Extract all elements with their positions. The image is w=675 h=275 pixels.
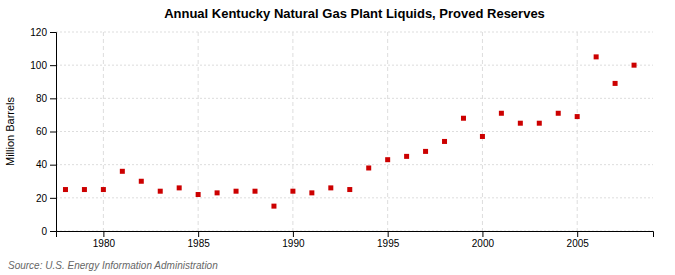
tick: 60 — [36, 126, 56, 137]
tick: 80 — [36, 93, 56, 104]
axis-line — [57, 232, 654, 238]
point — [537, 121, 542, 126]
grid-line — [56, 98, 653, 99]
tick: 120 — [30, 27, 56, 38]
tick-label: 40 — [36, 159, 48, 170]
point — [120, 169, 125, 174]
grid-line — [292, 32, 293, 231]
point — [328, 185, 333, 190]
tick-mark — [103, 231, 104, 237]
tick: 100 — [30, 60, 56, 71]
point — [101, 187, 106, 192]
tick: 1980 — [93, 231, 116, 249]
tick-label: 20 — [36, 193, 48, 204]
tick: 2005 — [567, 231, 590, 249]
point — [613, 81, 618, 86]
tick: 20 — [36, 193, 56, 204]
tick-label: 1985 — [188, 238, 211, 249]
grid — [56, 32, 653, 231]
tick-label: 80 — [36, 93, 48, 104]
grid-line — [482, 32, 483, 231]
point — [556, 111, 561, 116]
title: Annual Kentucky Natural Gas Plant Liquid… — [164, 6, 545, 21]
point — [309, 190, 314, 195]
point — [234, 189, 239, 194]
point — [139, 179, 144, 184]
point — [177, 185, 182, 190]
tick: 40 — [36, 159, 56, 170]
x-axis: 1980 1985 1990 1995 2000 2005 — [57, 231, 654, 249]
point — [499, 111, 504, 116]
tick: 1990 — [282, 231, 305, 249]
tick-label: 1990 — [282, 238, 305, 249]
point — [271, 204, 276, 209]
tick-mark — [577, 231, 578, 237]
point — [461, 116, 466, 121]
tick-label: 0 — [41, 226, 47, 237]
tick-mark — [50, 132, 56, 133]
tick-mark — [50, 231, 56, 232]
tick-mark — [198, 231, 199, 237]
tick: 2000 — [472, 231, 495, 249]
point — [385, 157, 390, 162]
point — [63, 187, 68, 192]
tick-mark — [388, 231, 389, 237]
tick-label: 2000 — [472, 238, 495, 249]
tick-mark — [50, 165, 56, 166]
grid-line — [387, 32, 388, 231]
point — [632, 63, 637, 68]
tick-mark — [50, 98, 56, 99]
tick-label: 2005 — [567, 238, 590, 249]
point — [158, 189, 163, 194]
grid-line — [56, 131, 653, 132]
point — [442, 139, 447, 144]
point — [253, 189, 258, 194]
tick-mark — [50, 65, 56, 66]
tick-mark — [293, 231, 294, 237]
tick: 0 — [41, 226, 56, 237]
tick-mark — [482, 231, 483, 237]
point — [366, 165, 371, 170]
point — [196, 192, 201, 197]
y-axis-label: Million Barrels — [4, 96, 16, 166]
tick-label: 120 — [30, 27, 47, 38]
grid-line — [56, 197, 653, 198]
y-axis: 0 20 40 60 80 100 120 — [30, 27, 56, 237]
point — [575, 114, 580, 119]
grid-line — [56, 65, 653, 66]
grid-line — [56, 164, 653, 165]
chart: 1980 1985 1990 1995 2000 2005 0 20 40 60 80 100 120 A… — [0, 0, 675, 275]
point — [347, 187, 352, 192]
point — [518, 121, 523, 126]
axis-line — [50, 33, 57, 232]
tick-label: 1995 — [377, 238, 400, 249]
point — [215, 190, 220, 195]
tick-mark — [50, 198, 56, 199]
tick: 1995 — [377, 231, 400, 249]
points — [63, 54, 637, 208]
tick-label: 100 — [30, 60, 47, 71]
grid-line — [577, 32, 578, 231]
source-note: Source: U.S. Energy Information Administ… — [8, 260, 218, 271]
plot-area: 1980 1985 1990 1995 2000 2005 0 20 40 60 80 100 120 — [30, 27, 653, 249]
point — [404, 154, 409, 159]
point — [480, 134, 485, 139]
tick-mark — [50, 32, 56, 33]
tick: 1985 — [188, 231, 211, 249]
point — [290, 189, 295, 194]
tick-label: 1980 — [93, 238, 116, 249]
point — [594, 54, 599, 59]
point — [82, 187, 87, 192]
grid-line — [56, 32, 653, 33]
grid-line — [103, 32, 104, 231]
tick-label: 60 — [36, 126, 48, 137]
point — [423, 149, 428, 154]
grid-line — [198, 32, 199, 231]
